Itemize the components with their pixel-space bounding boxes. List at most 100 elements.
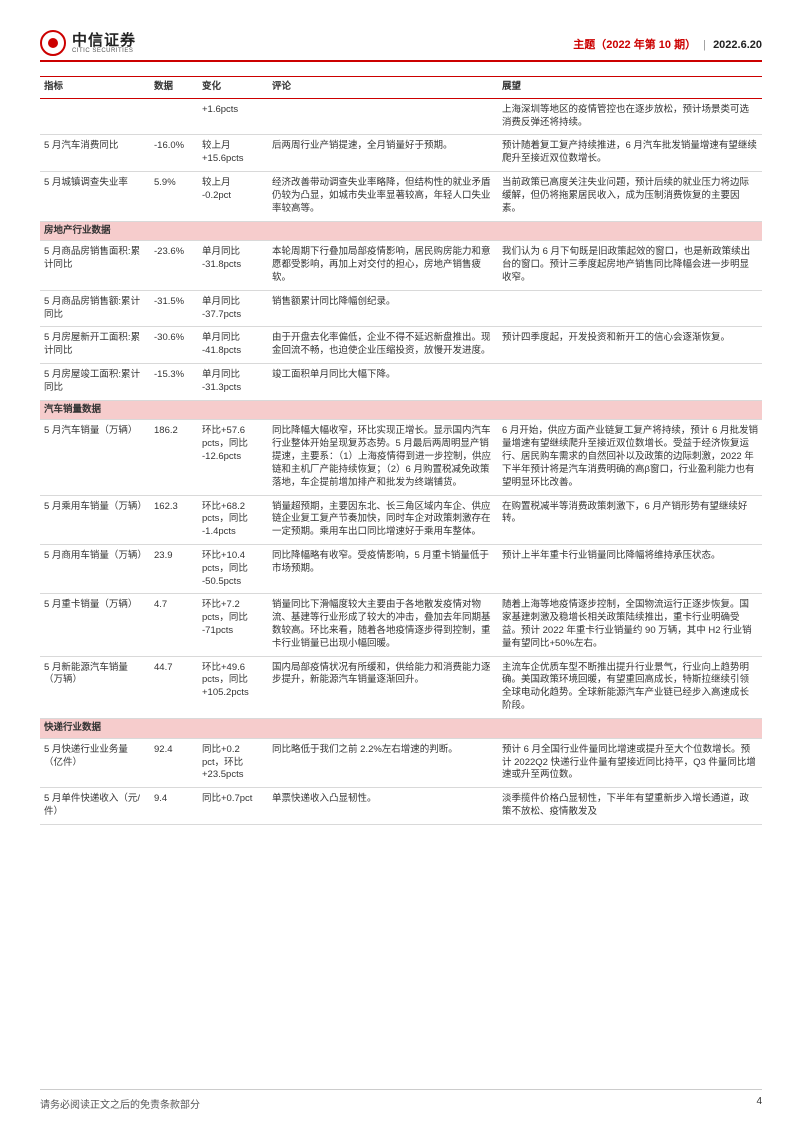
cell-data: 4.7 bbox=[150, 594, 198, 656]
cell-change: 环比+57.6 pcts，同比 -12.6pcts bbox=[198, 420, 268, 495]
section-row: 汽车销量数据 bbox=[40, 400, 762, 420]
cell-data: 44.7 bbox=[150, 656, 198, 718]
cell-data: -16.0% bbox=[150, 135, 198, 172]
cell-data: 92.4 bbox=[150, 738, 198, 787]
cell-comment: 销量同比下滑幅度较大主要由于各地散发疫情对物流、基建等行业形成了较大的冲击，叠加… bbox=[268, 594, 498, 656]
cell-comment: 同比降幅大幅收窄，环比实现正增长。显示国内汽车行业整体开始呈现复苏态势。5 月最… bbox=[268, 420, 498, 495]
table-row: 5 月单件快递收入（元/件）9.4同比+0.7pct单票快递收入凸显韧性。淡季揽… bbox=[40, 788, 762, 825]
cell-change: 较上月 +15.6pcts bbox=[198, 135, 268, 172]
table-row: 5 月房屋新开工面积:累计同比-30.6%单月同比 -41.8pcts由于开盘去… bbox=[40, 327, 762, 364]
section-label: 汽车销量数据 bbox=[40, 400, 762, 420]
cell-comment: 本轮周期下行叠加局部疫情影响，居民购房能力和意愿都受影响，再加上对交付的担心，房… bbox=[268, 241, 498, 290]
cell-change: 环比+10.4 pcts，同比 -50.5pcts bbox=[198, 544, 268, 593]
logo: 中信证券 CITIC SECURITIES bbox=[40, 30, 136, 56]
cell-comment: 同比降幅略有收窄。受疫情影响，5 月重卡销量低于市场预期。 bbox=[268, 544, 498, 593]
col-comment: 评论 bbox=[268, 77, 498, 99]
table-row: 5 月城镇调查失业率5.9%较上月 -0.2pct经济改善带动调查失业率略降，但… bbox=[40, 172, 762, 221]
cell-change: 单月同比 -31.3pcts bbox=[198, 364, 268, 401]
disclaimer: 请务必阅读正文之后的免责条款部分 bbox=[40, 1096, 200, 1111]
cell-comment: 单票快递收入凸显韧性。 bbox=[268, 788, 498, 825]
cell-data: 5.9% bbox=[150, 172, 198, 221]
section-label: 快递行业数据 bbox=[40, 718, 762, 738]
cell-comment: 销售额累计同比降幅创纪录。 bbox=[268, 290, 498, 327]
cell-data: 186.2 bbox=[150, 420, 198, 495]
data-table: 指标 数据 变化 评论 展望 +1.6pcts 上海深圳等地区的疫情管控也在逐步放… bbox=[40, 76, 762, 825]
col-indicator: 指标 bbox=[40, 77, 150, 99]
doc-title: 主题（2022 年第 10 期） bbox=[573, 39, 696, 51]
cell-data: -31.5% bbox=[150, 290, 198, 327]
cell-indicator: 5 月商用车销量（万辆） bbox=[40, 544, 150, 593]
section-row: 房地产行业数据 bbox=[40, 221, 762, 241]
table-row: 5 月商品房销售面积:累计同比-23.6%单月同比 -31.8pcts本轮周期下… bbox=[40, 241, 762, 290]
header-meta: 主题（2022 年第 10 期） | 2022.6.20 bbox=[573, 30, 762, 52]
cell-comment: 后两周行业产销提速，全月销量好于预期。 bbox=[268, 135, 498, 172]
table-row: 5 月新能源汽车销量（万辆）44.7环比+49.6 pcts，同比 +105.2… bbox=[40, 656, 762, 718]
logo-icon bbox=[40, 30, 66, 56]
cell-outlook: 淡季揽件价格凸显韧性，下半年有望重新步入增长通道，政策不放松、疫情散发及 bbox=[498, 788, 762, 825]
cell-indicator: 5 月快递行业业务量（亿件） bbox=[40, 738, 150, 787]
col-outlook: 展望 bbox=[498, 77, 762, 99]
col-data: 数据 bbox=[150, 77, 198, 99]
cell-indicator: 5 月乘用车销量（万辆） bbox=[40, 495, 150, 544]
page-footer: 请务必阅读正文之后的免责条款部分 4 bbox=[40, 1089, 762, 1111]
cell-outlook: 预计上半年重卡行业销量同比降幅将维持承压状态。 bbox=[498, 544, 762, 593]
cell-comment bbox=[268, 98, 498, 135]
cell-outlook: 6 月开始，供应方面产业链复工复产将持续，预计 6 月批发销量增速有望继续爬升至… bbox=[498, 420, 762, 495]
cell-comment: 经济改善带动调查失业率略降，但结构性的就业矛盾仍较为凸显，如城市失业率显著较高，… bbox=[268, 172, 498, 221]
cell-data bbox=[150, 98, 198, 135]
table-row: 5 月汽车销量（万辆）186.2环比+57.6 pcts，同比 -12.6pct… bbox=[40, 420, 762, 495]
cell-data: -30.6% bbox=[150, 327, 198, 364]
table-row: 5 月快递行业业务量（亿件）92.4同比+0.2 pct，环比 +23.5pct… bbox=[40, 738, 762, 787]
cell-data: 9.4 bbox=[150, 788, 198, 825]
table-row: +1.6pcts 上海深圳等地区的疫情管控也在逐步放松，预计场景类可选消费反弹还将… bbox=[40, 98, 762, 135]
cell-outlook: 我们认为 6 月下旬既是旧政策起效的窗口，也是新政策续出台的窗口。预计三季度起房… bbox=[498, 241, 762, 290]
cell-indicator: 5 月商品房销售面积:累计同比 bbox=[40, 241, 150, 290]
logo-text-cn: 中信证券 bbox=[72, 33, 136, 48]
table-row: 5 月汽车消费同比-16.0%较上月 +15.6pcts后两周行业产销提速，全月… bbox=[40, 135, 762, 172]
table-row: 5 月重卡销量（万辆）4.7环比+7.2 pcts，同比 -71pcts销量同比… bbox=[40, 594, 762, 656]
cell-change: 环比+68.2 pcts，同比 -1.4pcts bbox=[198, 495, 268, 544]
cell-comment: 由于开盘去化率偏低，企业不得不延迟新盘推出。现金回流不畅，也迫使企业压缩投资，放… bbox=[268, 327, 498, 364]
doc-date: 2022.6.20 bbox=[713, 39, 762, 51]
cell-indicator: 5 月单件快递收入（元/件） bbox=[40, 788, 150, 825]
page-header: 中信证券 CITIC SECURITIES 主题（2022 年第 10 期） |… bbox=[40, 30, 762, 62]
cell-data: -23.6% bbox=[150, 241, 198, 290]
cell-change: 环比+7.2 pcts，同比 -71pcts bbox=[198, 594, 268, 656]
cell-change: 单月同比 -37.7pcts bbox=[198, 290, 268, 327]
cell-outlook: 当前政策已高度关注失业问题，预计后续的就业压力将边际缓解，但仍将拖累居民收入，成… bbox=[498, 172, 762, 221]
table-header-row: 指标 数据 变化 评论 展望 bbox=[40, 77, 762, 99]
cell-comment: 销量超预期，主要因东北、长三角区域内车企、供应链企业复工复产节奏加快，同时车企对… bbox=[268, 495, 498, 544]
cell-outlook: 上海深圳等地区的疫情管控也在逐步放松，预计场景类可选消费反弹还将持续。 bbox=[498, 98, 762, 135]
cell-change: 单月同比 -31.8pcts bbox=[198, 241, 268, 290]
cell-indicator: 5 月新能源汽车销量（万辆） bbox=[40, 656, 150, 718]
cell-indicator: 5 月商品房销售额:累计同比 bbox=[40, 290, 150, 327]
logo-text-en: CITIC SECURITIES bbox=[72, 48, 136, 54]
cell-comment: 竣工面积单月同比大幅下降。 bbox=[268, 364, 498, 401]
cell-change: 同比+0.7pct bbox=[198, 788, 268, 825]
cell-outlook bbox=[498, 364, 762, 401]
col-change: 变化 bbox=[198, 77, 268, 99]
cell-change: 较上月 -0.2pct bbox=[198, 172, 268, 221]
cell-change: 同比+0.2 pct，环比 +23.5pcts bbox=[198, 738, 268, 787]
cell-comment: 国内局部疫情状况有所缓和，供给能力和消费能力逐步提升，新能源汽车销量逐渐回升。 bbox=[268, 656, 498, 718]
section-row: 快递行业数据 bbox=[40, 718, 762, 738]
cell-change: +1.6pcts bbox=[198, 98, 268, 135]
table-row: 5 月房屋竣工面积:累计同比-15.3%单月同比 -31.3pcts竣工面积单月… bbox=[40, 364, 762, 401]
cell-data: 23.9 bbox=[150, 544, 198, 593]
table-row: 5 月乘用车销量（万辆）162.3环比+68.2 pcts，同比 -1.4pct… bbox=[40, 495, 762, 544]
cell-indicator: 5 月汽车消费同比 bbox=[40, 135, 150, 172]
cell-outlook: 随着上海等地疫情逐步控制，全国物流运行正逐步恢复。国家基建刺激及稳增长相关政策陆… bbox=[498, 594, 762, 656]
cell-data: 162.3 bbox=[150, 495, 198, 544]
table-row: 5 月商品房销售额:累计同比-31.5%单月同比 -37.7pcts销售额累计同… bbox=[40, 290, 762, 327]
page-number: 4 bbox=[756, 1096, 762, 1111]
cell-data: -15.3% bbox=[150, 364, 198, 401]
cell-outlook: 预计随着复工复产持续推进，6 月汽车批发销量增速有望继续爬升至接近双位数增长。 bbox=[498, 135, 762, 172]
cell-indicator: 5 月汽车销量（万辆） bbox=[40, 420, 150, 495]
cell-indicator: 5 月重卡销量（万辆） bbox=[40, 594, 150, 656]
cell-comment: 同比略低于我们之前 2.2%左右增速的判断。 bbox=[268, 738, 498, 787]
cell-change: 单月同比 -41.8pcts bbox=[198, 327, 268, 364]
cell-indicator: 5 月房屋新开工面积:累计同比 bbox=[40, 327, 150, 364]
section-label: 房地产行业数据 bbox=[40, 221, 762, 241]
cell-outlook: 预计 6 月全国行业件量同比增速或提升至大个位数增长。预计 2022Q2 快递行… bbox=[498, 738, 762, 787]
cell-outlook: 在购置税减半等消费政策刺激下，6 月产销形势有望继续好转。 bbox=[498, 495, 762, 544]
